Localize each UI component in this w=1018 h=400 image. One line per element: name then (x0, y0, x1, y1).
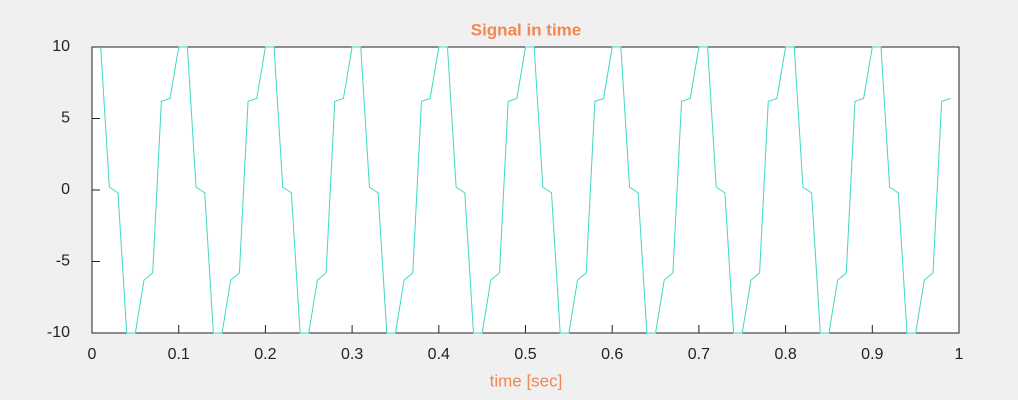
signal-line (100, 46, 951, 334)
x-tick-label: 0.9 (861, 346, 883, 363)
x-tick-label: 1 (955, 346, 964, 363)
x-tick-label: 0.6 (601, 346, 623, 363)
y-tick-label: 5 (61, 110, 70, 127)
x-tick-label: 0.1 (168, 346, 190, 363)
chart-title: Signal in time (471, 20, 582, 39)
y-tick-label: 0 (61, 181, 70, 198)
x-tick-label: 0.3 (341, 346, 363, 363)
plot-area (91, 46, 960, 334)
y-tick-label: -10 (47, 324, 70, 341)
x-tick-label: 0.8 (774, 346, 796, 363)
x-tick-label: 0.2 (254, 346, 276, 363)
x-tick-label: 0.7 (688, 346, 710, 363)
y-tick-label: -5 (56, 253, 70, 270)
x-tick-label: 0.4 (428, 346, 450, 363)
x-axis-label: time [sec] (490, 371, 563, 390)
x-tick-label: 0.5 (514, 346, 536, 363)
y-tick-label: 10 (52, 38, 70, 55)
x-tick-label: 0 (88, 346, 97, 363)
